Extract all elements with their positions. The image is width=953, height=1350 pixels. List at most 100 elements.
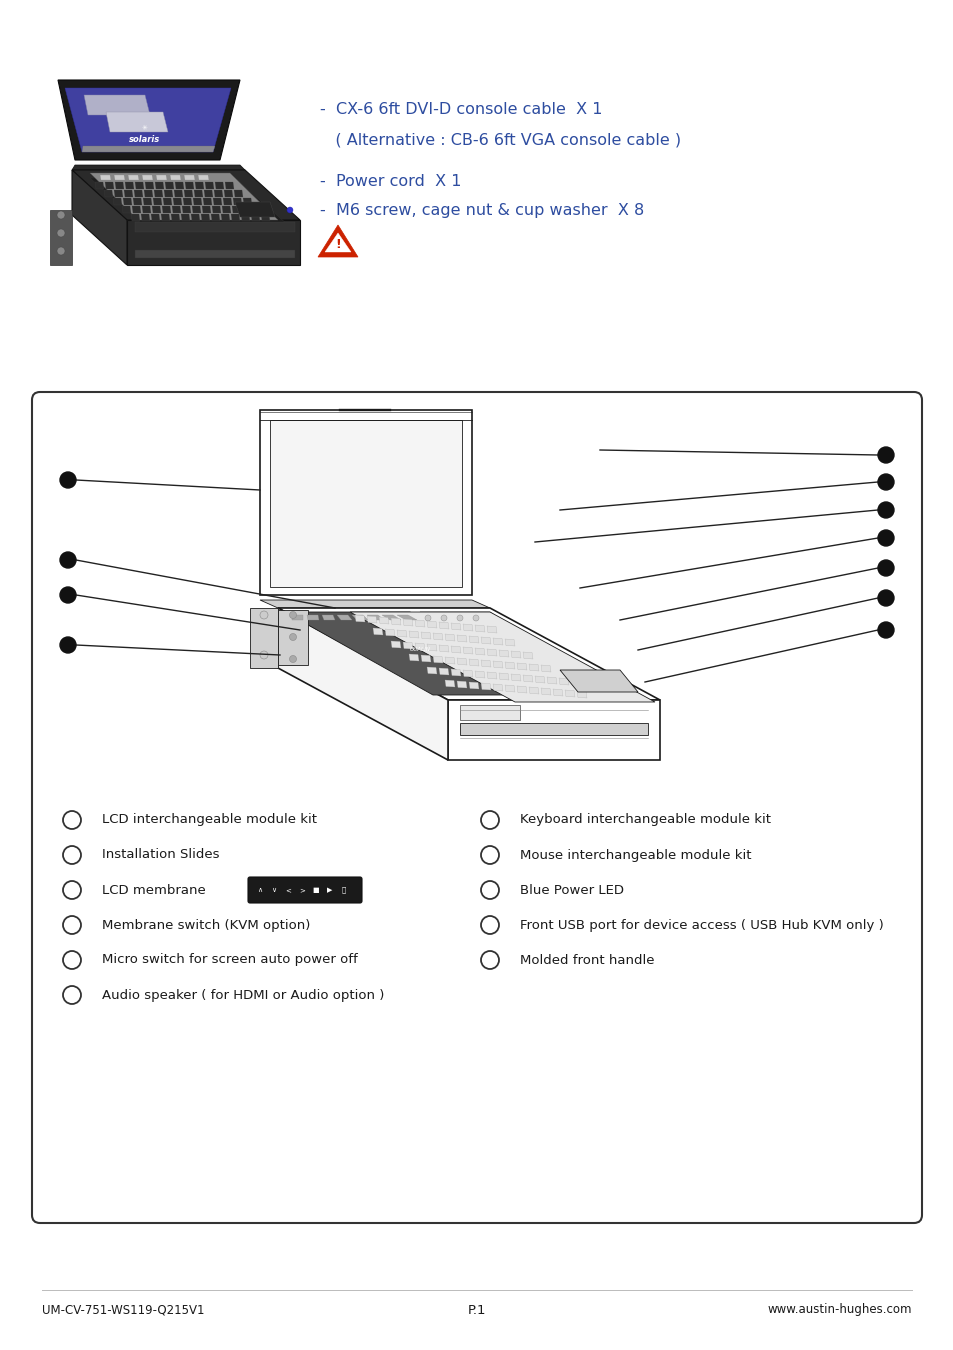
Circle shape — [57, 230, 65, 238]
Polygon shape — [172, 207, 181, 213]
Polygon shape — [444, 634, 455, 641]
Polygon shape — [381, 616, 400, 620]
Polygon shape — [193, 198, 202, 205]
Polygon shape — [444, 657, 455, 664]
Polygon shape — [95, 182, 104, 189]
Polygon shape — [50, 211, 71, 265]
Polygon shape — [511, 651, 520, 657]
Polygon shape — [480, 660, 491, 667]
Polygon shape — [444, 680, 455, 687]
FancyBboxPatch shape — [32, 392, 921, 1223]
Polygon shape — [307, 616, 318, 620]
Text: ⏻: ⏻ — [341, 887, 346, 894]
Polygon shape — [459, 705, 519, 720]
Polygon shape — [451, 622, 460, 630]
Polygon shape — [82, 146, 214, 153]
Polygon shape — [128, 176, 139, 180]
Polygon shape — [131, 215, 140, 221]
Polygon shape — [540, 688, 551, 695]
Text: ▶: ▶ — [327, 887, 333, 892]
Polygon shape — [385, 629, 395, 636]
Polygon shape — [378, 617, 389, 624]
Polygon shape — [106, 112, 168, 132]
Polygon shape — [427, 621, 436, 628]
Polygon shape — [469, 659, 478, 666]
Polygon shape — [125, 182, 133, 189]
Circle shape — [63, 846, 81, 864]
Polygon shape — [352, 616, 368, 620]
Polygon shape — [448, 701, 659, 760]
Polygon shape — [459, 724, 647, 734]
Circle shape — [473, 616, 478, 621]
Polygon shape — [336, 616, 352, 620]
Circle shape — [480, 950, 498, 969]
Polygon shape — [211, 215, 220, 221]
Circle shape — [60, 637, 76, 653]
Polygon shape — [270, 420, 461, 587]
Text: Blue Power LED: Blue Power LED — [519, 883, 623, 896]
Polygon shape — [493, 662, 502, 668]
Polygon shape — [181, 215, 190, 221]
Polygon shape — [183, 198, 192, 205]
Text: ■: ■ — [313, 887, 319, 892]
Polygon shape — [144, 190, 152, 197]
Polygon shape — [201, 215, 210, 221]
Polygon shape — [58, 80, 240, 161]
Polygon shape — [252, 207, 261, 213]
Polygon shape — [185, 182, 193, 189]
Polygon shape — [105, 182, 113, 189]
Circle shape — [424, 616, 431, 621]
Circle shape — [480, 846, 498, 864]
Polygon shape — [153, 190, 163, 197]
Polygon shape — [420, 632, 431, 639]
Polygon shape — [192, 207, 201, 213]
Polygon shape — [529, 664, 538, 671]
Text: Molded front handle: Molded front handle — [519, 953, 654, 967]
Polygon shape — [535, 676, 544, 683]
Text: Mouse interchangeable module kit: Mouse interchangeable module kit — [519, 849, 751, 861]
Circle shape — [260, 612, 268, 620]
Polygon shape — [204, 190, 213, 197]
Polygon shape — [350, 612, 655, 702]
Polygon shape — [498, 649, 509, 657]
Circle shape — [877, 560, 893, 576]
Polygon shape — [469, 682, 478, 688]
Circle shape — [260, 651, 268, 659]
Polygon shape — [154, 182, 164, 189]
Polygon shape — [221, 215, 230, 221]
Polygon shape — [498, 674, 509, 680]
Circle shape — [60, 587, 76, 603]
Polygon shape — [163, 198, 172, 205]
Polygon shape — [402, 620, 413, 626]
Polygon shape — [132, 207, 141, 213]
Polygon shape — [540, 666, 551, 672]
Polygon shape — [546, 676, 557, 684]
Polygon shape — [504, 684, 515, 693]
Text: UM-CV-751-WS119-Q215V1: UM-CV-751-WS119-Q215V1 — [42, 1304, 204, 1316]
Polygon shape — [242, 207, 251, 213]
Polygon shape — [90, 178, 288, 225]
Text: LCD membrane: LCD membrane — [102, 883, 206, 896]
Polygon shape — [203, 198, 212, 205]
Circle shape — [877, 531, 893, 545]
Polygon shape — [191, 215, 200, 221]
Polygon shape — [241, 215, 250, 221]
Polygon shape — [456, 634, 467, 643]
Polygon shape — [173, 190, 183, 197]
Polygon shape — [214, 182, 224, 189]
Polygon shape — [469, 636, 478, 643]
Polygon shape — [184, 190, 193, 197]
Text: Micro switch for screen auto power off: Micro switch for screen auto power off — [102, 953, 357, 967]
Circle shape — [289, 633, 296, 640]
Circle shape — [289, 656, 296, 663]
Polygon shape — [559, 670, 638, 693]
Polygon shape — [427, 667, 436, 674]
Polygon shape — [212, 207, 221, 213]
Polygon shape — [65, 88, 231, 153]
Circle shape — [57, 211, 65, 219]
Polygon shape — [451, 647, 460, 653]
Text: !: ! — [335, 239, 340, 251]
Circle shape — [63, 950, 81, 969]
Text: Keyboard interchangeable module kit: Keyboard interchangeable module kit — [519, 814, 770, 826]
Polygon shape — [213, 190, 223, 197]
